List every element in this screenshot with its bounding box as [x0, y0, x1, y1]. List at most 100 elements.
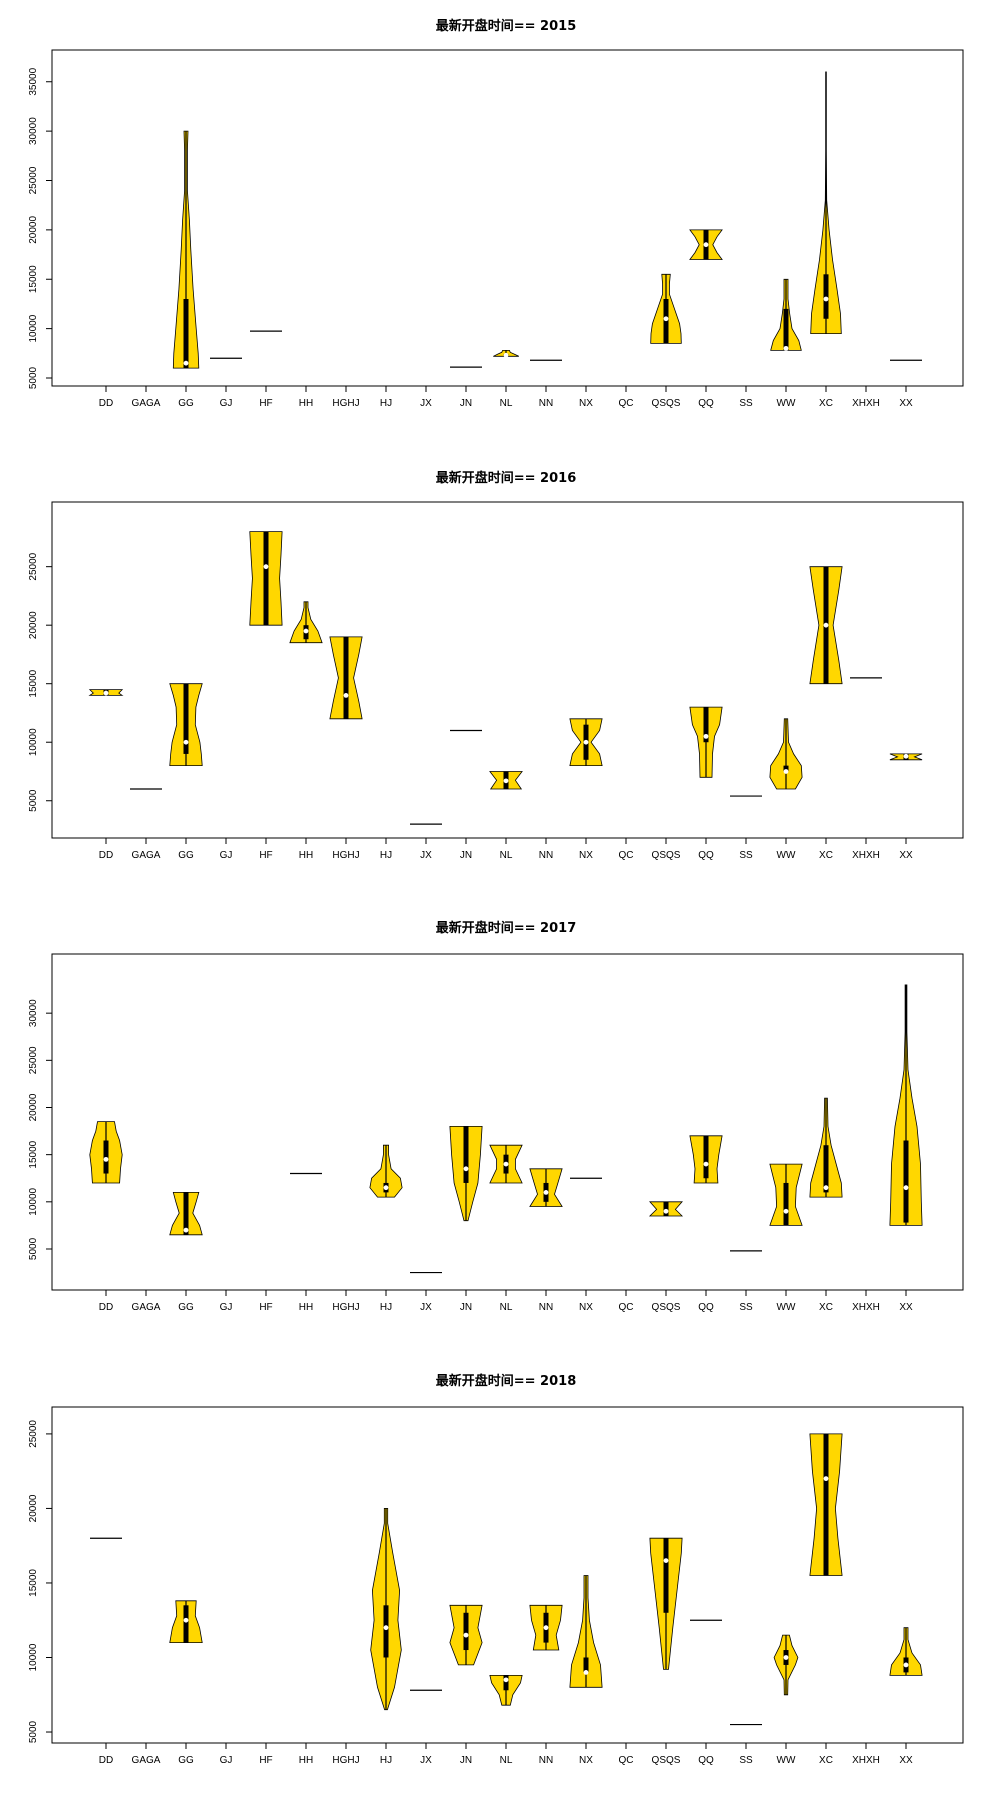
violin-DD: [89, 1121, 123, 1184]
x-tick-label: SS: [739, 1755, 753, 1766]
y-tick-label: 25000: [28, 1420, 39, 1448]
violin-median-dot: [503, 352, 509, 358]
x-tick-label: XX: [899, 1302, 913, 1313]
x-tick-label: HJ: [380, 1302, 392, 1313]
violin-median-dot: [663, 1208, 669, 1214]
x-tick-label: WW: [777, 850, 796, 861]
x-tick-label: XC: [819, 398, 833, 409]
x-tick-label: JN: [460, 1755, 472, 1766]
y-tick-label: 25000: [28, 552, 39, 580]
x-tick-label: XHXH: [852, 1302, 880, 1313]
x-tick-label: HGHJ: [332, 850, 359, 861]
violin-median-dot: [103, 690, 109, 696]
violin-NL: [489, 1675, 523, 1706]
violin-iqr-box: [503, 1675, 509, 1691]
violin-NX: [569, 718, 603, 766]
x-tick-label: NX: [579, 850, 593, 861]
x-tick-label: JN: [460, 398, 472, 409]
x-tick-label: NX: [579, 1302, 593, 1313]
x-tick-label: GJ: [220, 398, 233, 409]
x-tick-label: JX: [420, 1755, 432, 1766]
violin-DD: [88, 689, 124, 696]
violin-iqr-box: [183, 1605, 189, 1643]
violin-median-dot: [703, 242, 709, 248]
x-tick-label: HF: [259, 1302, 272, 1313]
x-tick-label: NL: [500, 398, 513, 409]
violin-median-dot: [663, 316, 669, 322]
violin-QSQS: [650, 273, 682, 344]
x-tick-label: NN: [539, 1302, 553, 1313]
x-tick-label: QC: [619, 1755, 634, 1766]
x-tick-label: XHXH: [852, 398, 880, 409]
panel-title: 最新开盘时间== 2017: [436, 920, 577, 936]
violin-median-dot: [343, 693, 349, 698]
x-tick-label: GG: [178, 1302, 194, 1313]
violin-NN: [529, 1168, 563, 1207]
x-tick-label: DD: [99, 1755, 113, 1766]
x-tick-label: XC: [819, 1755, 833, 1766]
x-tick-label: HH: [299, 1302, 313, 1313]
x-tick-label: GJ: [220, 850, 233, 861]
violin-iqr-box: [703, 1135, 709, 1179]
violin-iqr-box: [183, 683, 189, 754]
x-tick-label: HH: [299, 1755, 313, 1766]
violin-median-dot: [903, 1662, 909, 1668]
plot-frame: [51, 1406, 964, 1744]
y-tick-label: 15000: [28, 669, 39, 697]
violin-WW: [770, 278, 802, 351]
y-tick-label: 5000: [28, 789, 39, 812]
violin-median-dot: [503, 1677, 509, 1683]
violin-JN: [449, 1604, 483, 1666]
violin-median-dot: [783, 1655, 789, 1660]
violin-median-dot: [583, 1669, 589, 1675]
x-tick-label: SS: [739, 850, 753, 861]
x-tick-label: NX: [579, 398, 593, 409]
y-tick-label: 5000: [28, 1720, 39, 1743]
x-tick-label: JX: [420, 850, 432, 861]
x-tick-label: HGHJ: [332, 1302, 359, 1313]
violin-HJ: [370, 1508, 402, 1711]
violin-NX: [569, 1575, 603, 1688]
violin-XC: [809, 566, 843, 685]
violin-median-dot: [823, 296, 829, 302]
x-tick-label: HGHJ: [332, 1755, 359, 1766]
plot-frame: [51, 49, 964, 387]
x-tick-label: NX: [579, 1755, 593, 1766]
x-tick-label: JN: [460, 1302, 472, 1313]
x-tick-label: GAGA: [132, 398, 161, 409]
violin-XX: [889, 984, 923, 1226]
x-tick-label: QSQS: [652, 1302, 681, 1313]
y-tick-label: 15000: [28, 1569, 39, 1597]
violin-median-dot: [503, 778, 509, 784]
y-tick-label: 10000: [28, 314, 39, 342]
x-tick-label: QSQS: [652, 850, 681, 861]
plot-marks: 5000 10000 15000 20000 25000 DD GAGA GG GJ HF HH HG…: [28, 1420, 923, 1766]
plot-marks: 5000 10000 15000 20000 25000 DD GAGA GG GJ HF HH HG…: [28, 531, 923, 861]
x-tick-label: WW: [777, 1755, 796, 1766]
violin-QSQS: [648, 1201, 684, 1217]
violin-QQ: [689, 229, 723, 260]
x-tick-label: GJ: [220, 1755, 233, 1766]
violin-median-dot: [783, 345, 789, 351]
violin-median-dot: [463, 1632, 469, 1638]
x-tick-label: XHXH: [852, 1755, 880, 1766]
violin-median-dot: [543, 1625, 549, 1631]
x-tick-label: GAGA: [132, 1302, 161, 1313]
y-tick-label: 10000: [28, 728, 39, 756]
violin-median-dot: [823, 1185, 829, 1191]
x-tick-label: HH: [299, 850, 313, 861]
violin-QQ: [689, 706, 723, 778]
x-tick-label: XX: [899, 850, 913, 861]
y-tick-label: 15000: [28, 1140, 39, 1168]
x-tick-label: HH: [299, 398, 313, 409]
violin-median-dot: [503, 1161, 509, 1167]
x-tick-label: HJ: [380, 850, 392, 861]
violin-iqr-box: [663, 1538, 669, 1613]
x-tick-label: GG: [178, 398, 194, 409]
violin-median-dot: [383, 1185, 389, 1191]
violin-median-dot: [383, 1625, 389, 1631]
x-tick-label: GAGA: [132, 850, 161, 861]
violin-XX: [889, 753, 923, 761]
y-tick-label: 10000: [28, 1187, 39, 1215]
x-tick-label: DD: [99, 1302, 113, 1313]
